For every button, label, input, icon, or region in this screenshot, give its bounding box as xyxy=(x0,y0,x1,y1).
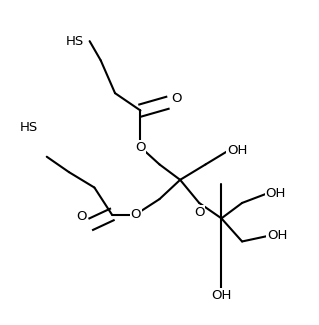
Text: OH: OH xyxy=(265,187,286,200)
Text: HS: HS xyxy=(66,35,85,48)
Text: OH: OH xyxy=(267,229,287,242)
Text: HS: HS xyxy=(20,121,38,134)
Text: O: O xyxy=(130,208,141,221)
Text: OH: OH xyxy=(211,289,232,302)
Text: OH: OH xyxy=(227,144,248,157)
Text: O: O xyxy=(172,92,182,105)
Text: O: O xyxy=(194,206,204,219)
Text: O: O xyxy=(77,210,87,223)
Text: O: O xyxy=(135,141,146,154)
